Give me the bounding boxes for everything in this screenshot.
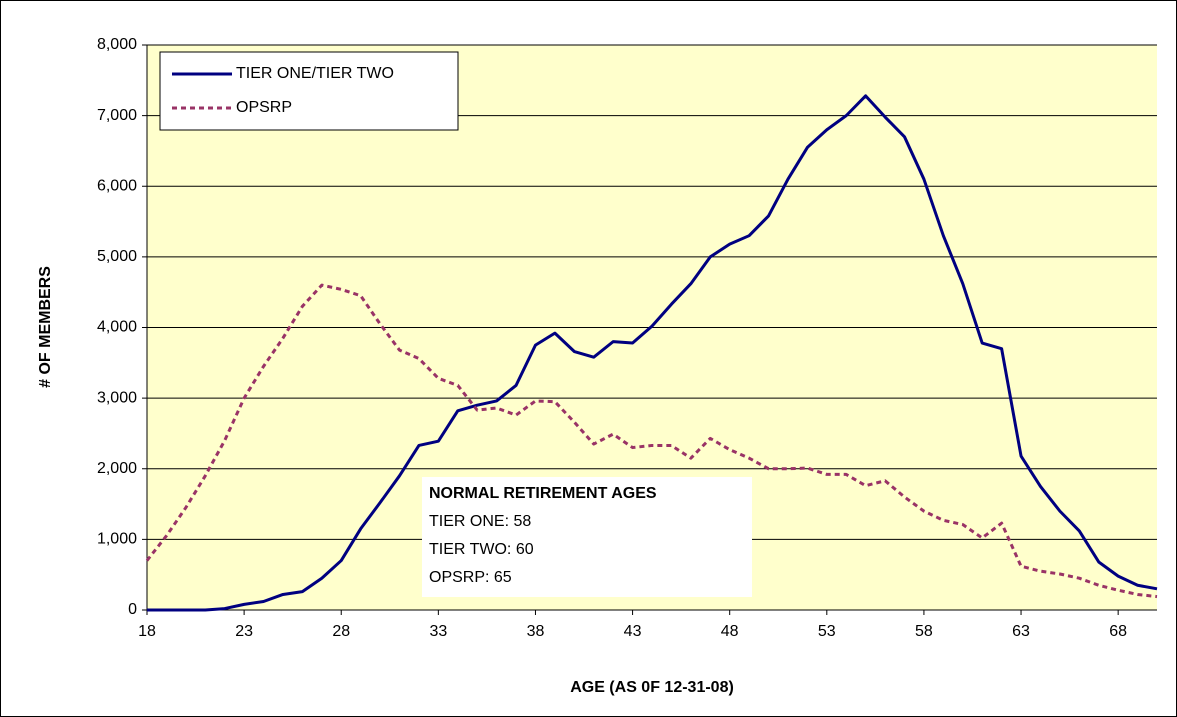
x-tick-label: 68 [1109,623,1127,640]
legend-label: TIER ONE/TIER TWO [236,65,394,82]
annotation-line: TIER TWO: 60 [429,541,534,558]
x-tick-label: 43 [624,623,642,640]
x-tick-label: 23 [235,623,253,640]
x-tick-label: 63 [1012,623,1030,640]
series-line [147,94,1158,612]
y-tick-label: 3,000 [97,389,137,406]
y-tick-label: 5,000 [97,248,137,265]
x-axis-label: AGE (AS 0F 12-31-08) [570,679,734,696]
x-tick-label: 53 [818,623,836,640]
y-tick-label: 2,000 [97,460,137,477]
y-tick-label: 4,000 [97,319,137,336]
x-tick-label: 38 [527,623,545,640]
x-tick-label: 18 [138,623,156,640]
x-tick-label: 48 [721,623,739,640]
y-tick-label: 0 [128,601,137,618]
x-tick-label: 33 [429,623,447,640]
annotation-line: OPSRP: 65 [429,569,512,586]
annotation-line: TIER ONE: 58 [429,513,531,530]
y-tick-label: 7,000 [97,107,137,124]
y-axis-label: # OF MEMBERS [37,266,54,388]
x-tick-label: 28 [332,623,350,640]
series-line [145,283,1158,599]
annotation-box [422,477,752,597]
y-tick-label: 6,000 [97,177,137,194]
legend-box [159,51,459,131]
legend: TIER ONE/TIER TWO OPSRP [159,51,459,131]
y-tick-label: 8,000 [97,36,137,53]
legend-label: OPSRP [236,99,292,116]
annotation-line: NORMAL RETIREMENT AGES [429,485,657,502]
annotation: NORMAL RETIREMENT AGES TIER ONE: 58 TIER T… [422,477,752,597]
x-tick-label: 58 [915,623,933,640]
y-tick-label: 1,000 [97,531,137,548]
